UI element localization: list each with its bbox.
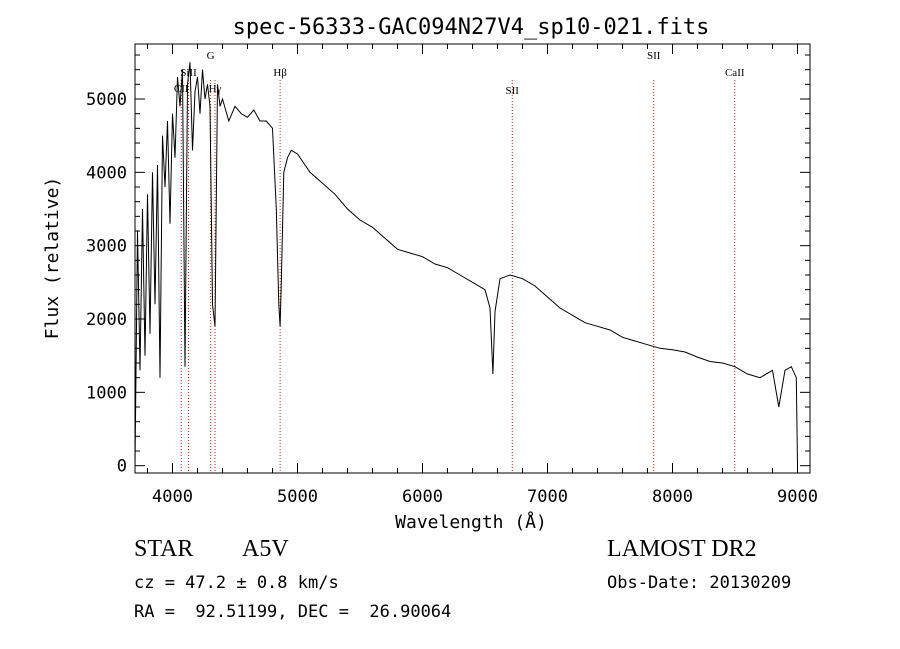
line-marker-label: SII [506, 85, 520, 97]
y-tick-label: 4000 [86, 163, 127, 183]
x-tick-label: 8000 [652, 487, 693, 507]
line-marker-label: Hβ [273, 67, 287, 79]
y-tick-label: 0 [117, 457, 127, 477]
x-tick-label: 9000 [777, 487, 818, 507]
survey-name: LAMOST DR2 [607, 536, 757, 562]
line-marker-label: G [207, 50, 215, 62]
y-axis-label: Flux (relative) [42, 177, 63, 340]
y-tick-label: 2000 [86, 310, 127, 330]
x-axis: 4000 5000 6000 7000 8000 9000 [147, 44, 818, 507]
spectrum-chart: spec-56333-GAC094N27V4_sp10-021.fits CII… [42, 15, 818, 533]
line-marker-label: SII [647, 50, 661, 62]
x-axis-label: Wavelength (Å) [395, 511, 547, 533]
y-axis: 0 1000 2000 3000 4000 5000 [86, 54, 810, 477]
y-tick-label: 3000 [86, 237, 127, 257]
spectrum-line [134, 62, 798, 466]
redshift-text: cz = 47.2 ± 0.8 km/s [134, 573, 339, 593]
y-tick-label: 5000 [86, 90, 127, 110]
y-tick-label: 1000 [86, 383, 127, 403]
object-class: STAR [134, 536, 194, 562]
line-marker-label: Hγ [209, 83, 222, 95]
obs-date-text: Obs-Date: 20130209 [607, 573, 792, 593]
object-subclass: A5V [242, 536, 289, 562]
chart-title: spec-56333-GAC094N27V4_sp10-021.fits [233, 15, 710, 40]
coordinates-text: RA = 92.51199, DEC = 26.90064 [134, 602, 452, 622]
x-tick-label: 4000 [152, 487, 193, 507]
x-tick-label: 7000 [527, 487, 568, 507]
x-tick-label: 6000 [402, 487, 443, 507]
line-marker-label: CaII [725, 67, 745, 79]
x-tick-label: 5000 [277, 487, 318, 507]
